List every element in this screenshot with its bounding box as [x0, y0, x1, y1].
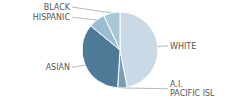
- leader-line: [72, 65, 85, 67]
- slice-label: BLACK: [44, 3, 71, 12]
- slice-label: A.I.PACIFIC ISL: [170, 80, 215, 98]
- leader-line: [72, 17, 97, 20]
- slice-label: WHITE: [170, 42, 196, 51]
- slice: [120, 12, 158, 87]
- leader-line: [72, 7, 112, 13]
- chart: WHITE A.I.PACIFIC ISL ASIAN HISPANICBLACK: [0, 0, 240, 100]
- slice-label: ASIAN: [46, 63, 70, 72]
- slice-label: HISPANIC: [33, 13, 71, 22]
- slice: [104, 12, 120, 50]
- leader-line: [158, 45, 168, 47]
- pie: WHITE A.I.PACIFIC ISL ASIAN HISPANICBLACK: [33, 3, 215, 98]
- leader-line: [122, 87, 168, 89]
